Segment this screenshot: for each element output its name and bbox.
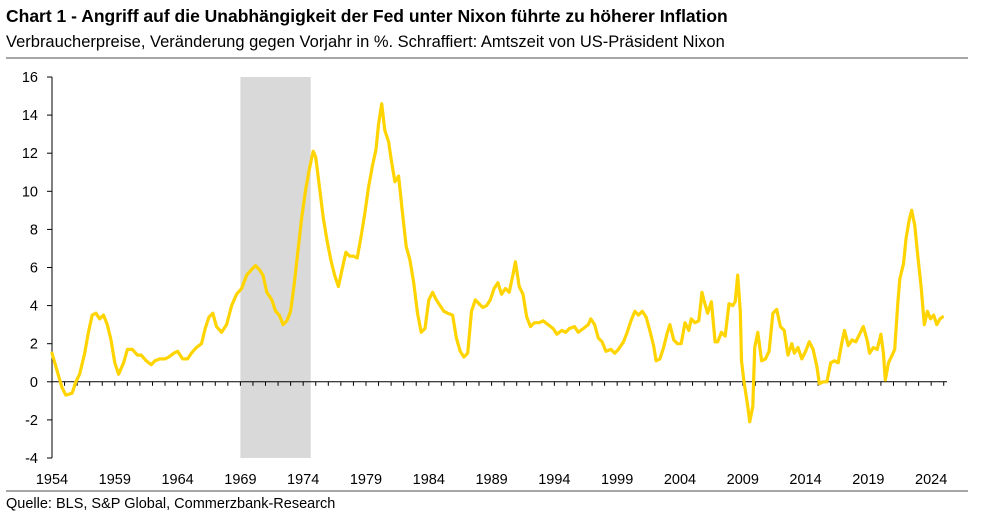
chart-subtitle: Verbraucherpreise, Veränderung gegen Vor…: [6, 33, 725, 51]
shaded-period-layer: [240, 77, 311, 458]
x-tick-label: 1989: [475, 472, 507, 488]
x-tick-label: 1959: [99, 472, 131, 488]
axes-layer: 16 14 12 10 8 6 4 2 0 -2 -4 1954 1959 1964 1969 1974 197…: [22, 70, 947, 488]
y-tick-label: -2: [25, 413, 38, 429]
series-layer: [50, 102, 945, 424]
source-note: Quelle: BLS, S&P Global, Commerzbank-Res…: [6, 496, 336, 512]
y-tick-label: 16: [22, 70, 38, 86]
x-tick-label: 1969: [224, 472, 256, 488]
x-tick-label: 1964: [161, 472, 193, 488]
y-tick-label: 6: [30, 261, 38, 277]
y-tick-label: -4: [25, 451, 38, 467]
x-tick-label: 2009: [727, 472, 759, 488]
series-line-0: [50, 102, 945, 424]
chart-title: Chart 1 - Angriff auf die Unabhängigkeit…: [6, 6, 728, 26]
x-tick-label: 1979: [350, 472, 382, 488]
x-tick-label: 2004: [664, 472, 696, 488]
y-tick-label: 2: [30, 337, 38, 353]
x-tick-label: 2014: [789, 472, 821, 488]
x-tick-label: 1984: [413, 472, 445, 488]
y-tick-label: 14: [22, 108, 38, 124]
y-tick-label: 12: [22, 146, 38, 162]
x-tick-label: 1999: [601, 472, 633, 488]
x-tick-label: 1994: [538, 472, 570, 488]
x-tick-label: 2024: [915, 472, 947, 488]
header-divider: [6, 57, 968, 59]
y-tick-label: 10: [22, 184, 38, 200]
footer-divider: [6, 490, 968, 492]
shaded-period: [240, 77, 311, 458]
y-tick-label: 0: [30, 375, 38, 391]
x-tick-label: 1954: [36, 472, 68, 488]
y-tick-label: 8: [30, 222, 38, 238]
y-tick-label: 4: [30, 299, 38, 315]
x-tick-label: 2019: [852, 472, 884, 488]
x-tick-label: 1974: [287, 472, 319, 488]
